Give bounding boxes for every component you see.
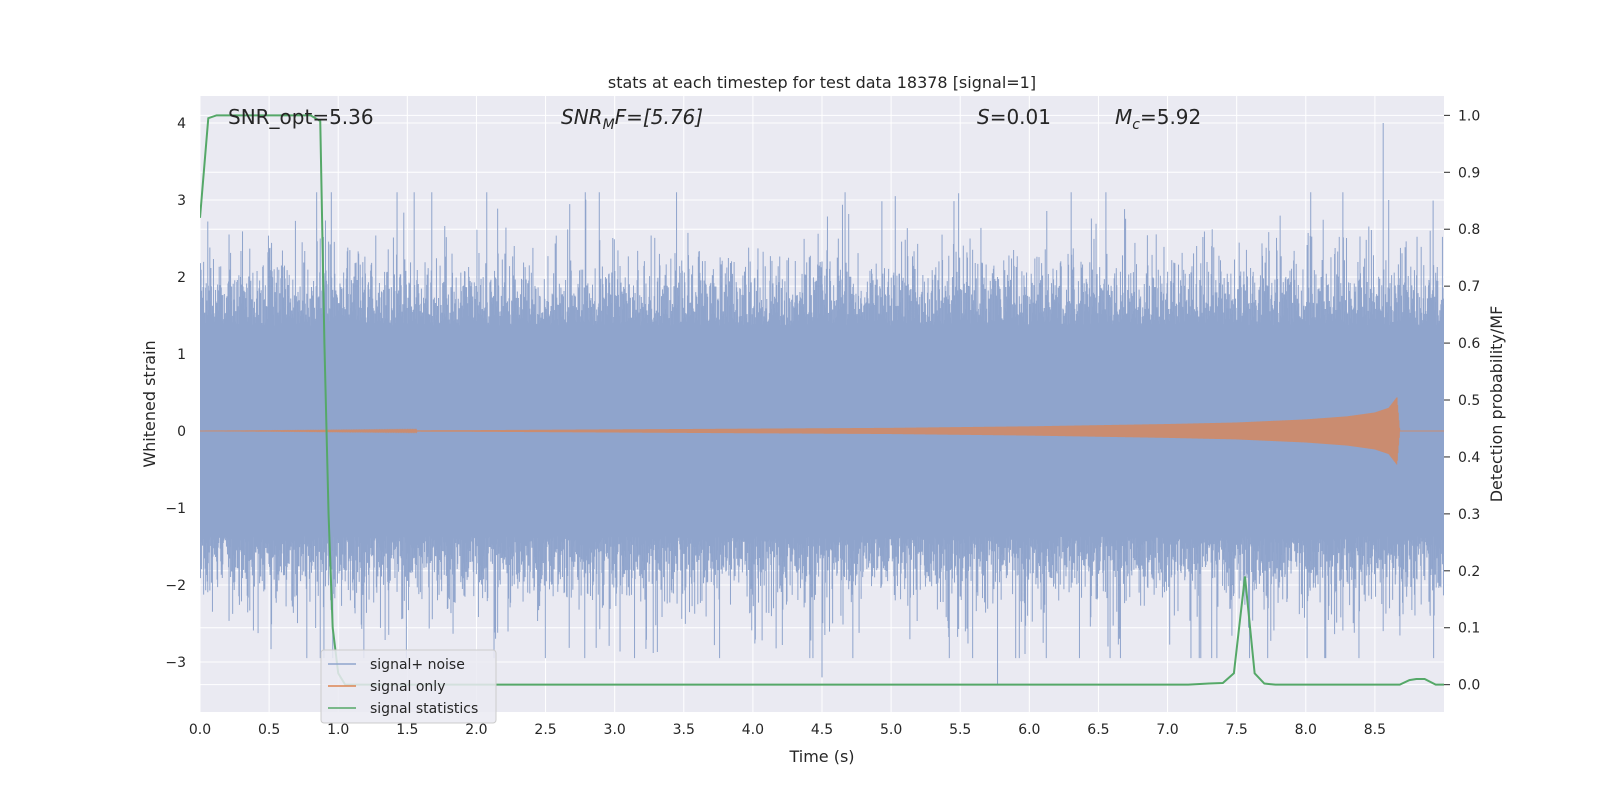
y-left-tick-label: 2 [177, 270, 186, 286]
y-left-tick-label: 1 [177, 347, 186, 363]
legend-label-signal-statistics: signal statistics [370, 701, 478, 717]
annotation-mc: Mc=5.92 [1115, 105, 1201, 133]
x-tick-label: 5.5 [949, 722, 971, 738]
x-tick-label: 1.0 [327, 722, 349, 738]
x-tick-label: 6.5 [1087, 722, 1109, 738]
x-tick-label: 3.5 [673, 722, 695, 738]
x-axis-label: Time (s) [788, 747, 854, 766]
y-right-tick-label: 1.0 [1458, 108, 1480, 124]
y-right-tick-label: 0.7 [1458, 279, 1480, 295]
x-tick-label: 8.0 [1295, 722, 1317, 738]
y-left-tick-label: 4 [177, 116, 186, 132]
y-right-tick-label: 0.1 [1458, 621, 1480, 637]
y-right-tick-label: 0.8 [1458, 222, 1480, 238]
series-signal-only [200, 397, 1444, 465]
y-left-tick-label: −3 [165, 655, 186, 671]
x-tick-label: 7.0 [1156, 722, 1178, 738]
x-tick-label: 0.0 [189, 722, 211, 738]
x-tick-label: 4.5 [811, 722, 833, 738]
x-tick-label: 2.5 [534, 722, 556, 738]
x-tick-label: 4.0 [742, 722, 764, 738]
y-right-tick-label: 0.2 [1458, 564, 1480, 580]
x-tick-label: 6.0 [1018, 722, 1040, 738]
annotation-snr-mf: SNRMF=[5.76] [561, 105, 703, 133]
x-tick-label: 5.0 [880, 722, 902, 738]
annotation-s: S=0.01 [977, 105, 1051, 129]
y-axis-left-label: Whitened strain [140, 340, 159, 467]
series-signal-statistics [200, 114, 1444, 686]
y-right-tick-label: 0.0 [1458, 678, 1480, 694]
legend-label-signal-only: signal only [370, 679, 445, 695]
y-left-tick-label: 3 [177, 193, 186, 209]
x-tick-label: 8.5 [1364, 722, 1386, 738]
legend-label-signal-noise: signal+ noise [370, 657, 465, 673]
legend: signal+ noise signal only signal statist… [320, 649, 497, 724]
chart-title: stats at each timestep for test data 183… [608, 73, 1036, 92]
legend-box [320, 649, 497, 724]
y-axis-right: 1.0 0.9 0.8 0.7 0.6 0.5 0.4 0.3 0.2 0.1 0.0 [1444, 108, 1480, 694]
y-axis-right-label: Detection probability/MF [1487, 306, 1506, 503]
y-right-tick-label: 0.9 [1458, 165, 1480, 181]
y-right-tick-label: 0.5 [1458, 393, 1480, 409]
x-tick-label: 2.0 [465, 722, 487, 738]
y-right-tick-label: 0.6 [1458, 336, 1480, 352]
x-tick-label: 0.5 [258, 722, 280, 738]
x-tick-label: 7.5 [1226, 722, 1248, 738]
y-left-tick-label: 0 [177, 424, 186, 440]
annotation-snr-opt: SNR_opt=5.36 [228, 105, 374, 129]
y-right-tick-label: 0.3 [1458, 507, 1480, 523]
y-right-tick-label: 0.4 [1458, 450, 1480, 466]
x-tick-label: 1.5 [396, 722, 418, 738]
x-tick-label: 3.0 [604, 722, 626, 738]
y-axis-left: 4 3 2 1 0 −1 −2 −3 [165, 116, 186, 671]
y-left-tick-label: −2 [165, 578, 186, 594]
y-left-tick-label: −1 [165, 501, 186, 517]
x-axis: 0.0 0.5 1.0 1.5 2.0 2.5 3.0 3.5 4.0 4.5 5.0 5.5 6.0 6… [189, 722, 1386, 738]
series-signal-noise [200, 122, 1444, 686]
